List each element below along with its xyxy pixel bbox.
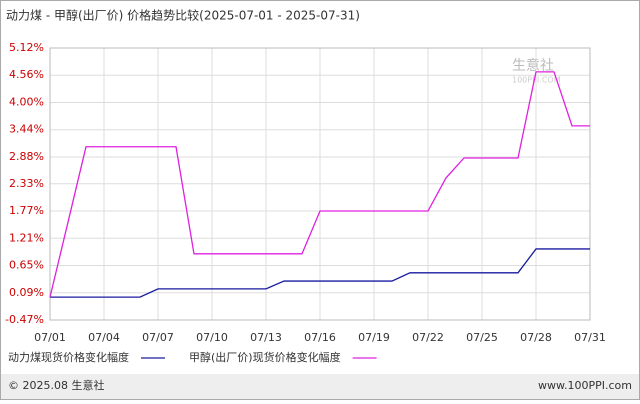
x-tick-label: 07/19	[358, 331, 390, 344]
y-tick-label: 2.88%	[9, 150, 44, 163]
x-tick-label: 07/10	[196, 331, 228, 344]
legend-label: 动力煤现货价格变化幅度	[8, 350, 129, 364]
series-line	[50, 248, 590, 298]
x-tick-label: 07/22	[412, 331, 444, 344]
x-tick-label: 07/28	[520, 331, 552, 344]
y-tick-label: 1.21%	[9, 231, 44, 244]
y-tick-label: 5.12%	[9, 41, 44, 54]
footer-band	[1, 374, 639, 399]
series-line	[49, 71, 590, 298]
x-tick-label: 07/04	[88, 331, 120, 344]
y-tick-label: 0.09%	[9, 286, 44, 299]
x-tick-label: 07/01	[34, 331, 66, 344]
x-tick-label: 07/31	[574, 331, 606, 344]
x-tick-label: 07/16	[304, 331, 336, 344]
chart-title: 动力煤 - 甲醇(出厂价) 价格趋势比较(2025-07-01 - 2025-0…	[6, 8, 360, 23]
x-tick-label: 07/07	[142, 331, 174, 344]
watermark: 生意社	[512, 57, 554, 74]
y-tick-label: 1.77%	[9, 204, 44, 217]
y-tick-label: -0.47%	[5, 313, 44, 326]
y-tick-label: 4.00%	[9, 95, 44, 108]
footer-right: www.100PPI.com	[538, 379, 632, 392]
x-tick-label: 07/13	[250, 331, 282, 344]
legend-label: 甲醇(出厂价)现货价格变化幅度	[189, 350, 341, 364]
y-tick-label: 4.56%	[9, 68, 44, 81]
y-tick-label: 3.44%	[9, 123, 44, 136]
y-tick-label: 0.65%	[9, 259, 44, 272]
x-tick-label: 07/25	[466, 331, 498, 344]
plot-border	[49, 47, 591, 321]
footer-left: © 2025.08 生意社	[8, 378, 104, 392]
y-tick-label: 2.33%	[9, 177, 44, 190]
